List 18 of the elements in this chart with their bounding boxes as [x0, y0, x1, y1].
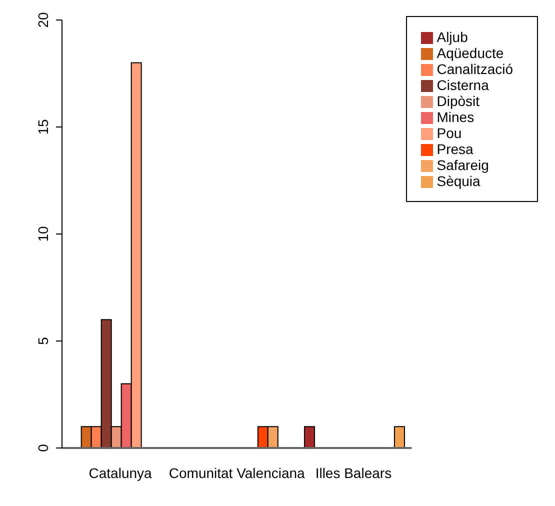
y-tick-label: 0: [35, 444, 51, 452]
legend-label: Presa: [436, 141, 474, 157]
legend-label: Aljub: [436, 29, 468, 45]
x-tick-label: Illes Balears: [315, 464, 392, 481]
y-tick-label: 20: [35, 12, 51, 28]
legend-label: Pou: [436, 125, 462, 141]
x-tick-label: Comunitat Valenciana: [168, 464, 306, 481]
legend-label: Dipòsit: [436, 93, 480, 109]
x-tick-label: Catalunya: [88, 464, 152, 481]
legend-label: Canalització: [436, 61, 513, 77]
legend-label: Sèquia: [436, 173, 480, 189]
legend-label: Cisterna: [436, 77, 489, 93]
y-tick-label: 15: [35, 119, 51, 135]
legend-label: Mines: [436, 109, 474, 125]
legend-label: Safareig: [436, 157, 489, 173]
legend-label: Aqüeducte: [436, 45, 504, 61]
y-tick-label: 10: [35, 226, 51, 242]
y-tick-label: 5: [35, 336, 51, 345]
